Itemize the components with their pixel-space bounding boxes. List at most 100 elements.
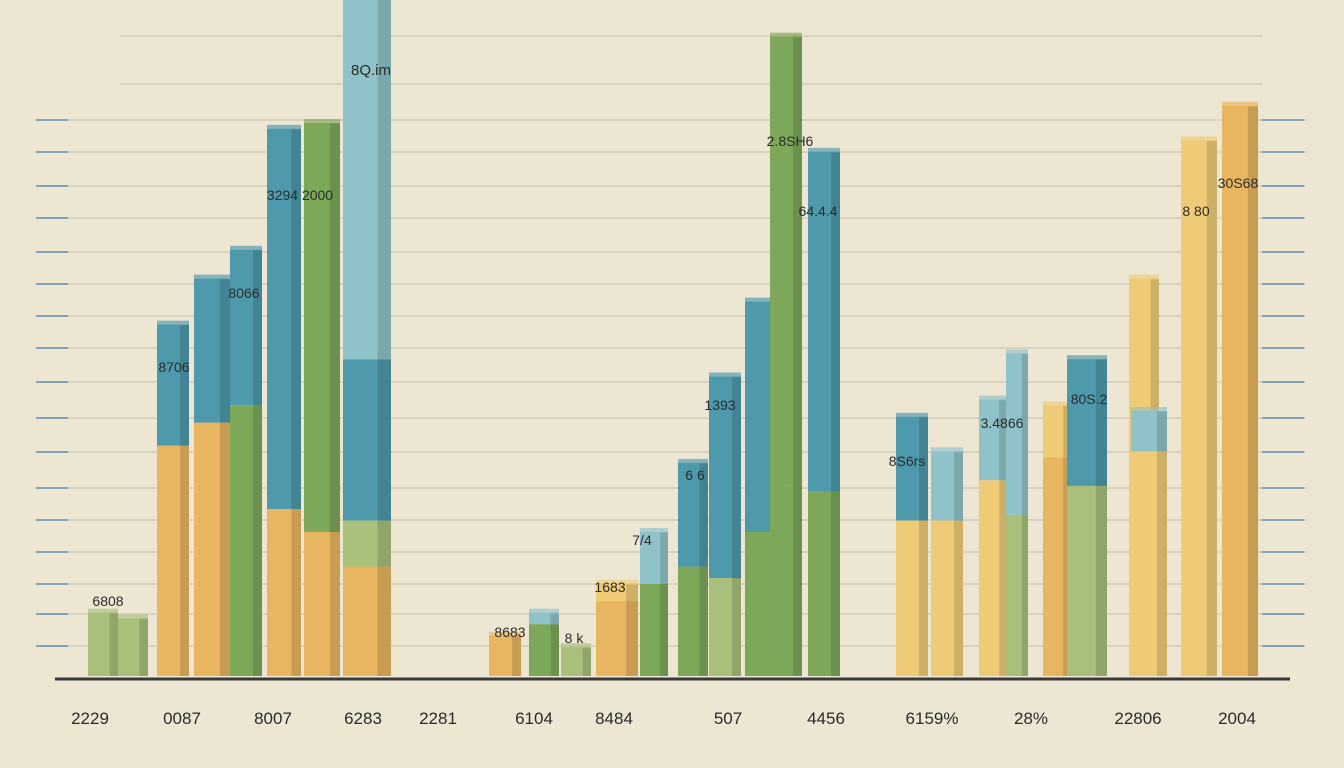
bar-segment-side [377, 566, 391, 676]
bar-cap [1181, 136, 1217, 142]
bar-cap [561, 643, 591, 649]
data-label: 8S6rs [889, 453, 926, 469]
bar-segment-side [377, 520, 391, 567]
bar-segment-side [999, 480, 1007, 676]
bar-segment-side [831, 491, 840, 676]
data-label: 64.4.4 [799, 203, 838, 219]
bar-segment-side [1021, 514, 1028, 676]
bar-segment-side [626, 583, 638, 602]
bar-segment-side [253, 405, 262, 676]
bar-segment-side [329, 123, 340, 412]
bar-segment-side [954, 451, 963, 521]
bar [678, 458, 708, 676]
bar-cap [88, 608, 118, 614]
bar-segment-side [954, 520, 963, 676]
right-tick-marks [1262, 119, 1304, 647]
x-tick-label: 6283 [344, 709, 382, 728]
data-label: 8683 [494, 624, 525, 640]
bar-cap [194, 274, 230, 280]
bar [979, 395, 1007, 676]
bar [931, 447, 963, 676]
data-label: 30S68 [1218, 175, 1259, 191]
data-label: 8066 [228, 285, 259, 301]
bar-cap [267, 124, 301, 130]
bar [529, 608, 559, 676]
bar-cap [1129, 274, 1159, 280]
bar [267, 124, 301, 676]
bar-segment-side [329, 532, 340, 676]
x-tick-label: 2004 [1218, 709, 1256, 728]
data-label: 1393 [704, 397, 735, 413]
bar-segment-side [626, 601, 638, 676]
bar-cap [157, 320, 189, 326]
x-tick-label: 2281 [419, 709, 457, 728]
data-label: 6808 [92, 593, 123, 609]
bar-segment-side [793, 485, 802, 676]
x-tick-label: 6159% [906, 709, 959, 728]
bar [1222, 101, 1258, 676]
x-tick-label: 8007 [254, 709, 292, 728]
data-label: 6 6 [685, 467, 705, 483]
bar-cap [678, 458, 708, 464]
bar [194, 274, 230, 676]
bar-segment-side [1021, 353, 1028, 515]
bar [1181, 136, 1217, 676]
annotation-labels: 6808 8706 8066 3294 2000 8683 1683 8 k 7/4 6 6 13… [92, 133, 1258, 646]
bar-segment-side [1247, 105, 1258, 676]
x-tick-label: 6104 [515, 709, 553, 728]
bar [230, 245, 262, 676]
chart-title: 8Q.im [351, 62, 391, 79]
bar [304, 119, 340, 676]
bar-segment-side [329, 411, 340, 532]
bar-segment-side [109, 612, 118, 676]
bar-cap [489, 631, 521, 637]
bar-cap [1222, 101, 1258, 107]
bar [1067, 355, 1107, 676]
bar-segment-side [512, 635, 521, 676]
bar-cap [770, 32, 802, 38]
bar-cap [979, 395, 1007, 401]
x-tick-label: 4456 [807, 709, 845, 728]
bar [640, 528, 668, 676]
data-label: 2.8SH6 [767, 133, 814, 149]
bar-segment-side [699, 566, 708, 676]
bar-segment-side [999, 399, 1007, 481]
data-label: 8 k [565, 630, 585, 646]
bar [88, 608, 118, 676]
bar [808, 147, 840, 676]
bar-cap [640, 528, 668, 533]
bar-segment [529, 612, 559, 625]
bar-segment-side [1206, 140, 1217, 676]
bar-segment-side [550, 624, 559, 676]
bar-segment-side [732, 578, 741, 676]
bar [1006, 349, 1028, 676]
bar-segment-side [180, 324, 189, 446]
bar [1043, 401, 1071, 676]
bar-cap [230, 245, 262, 251]
bar-segment-side [180, 445, 189, 676]
bar-cap [709, 372, 741, 378]
bar-cap [931, 447, 963, 453]
x-tick-label: 22806 [1114, 709, 1161, 728]
bar [709, 372, 741, 676]
data-label: 3294 2000 [267, 187, 333, 203]
bar-segment-side [919, 520, 928, 676]
bar-segment-side [582, 647, 591, 676]
bar-cap [304, 119, 340, 125]
data-label: 1683 [594, 579, 625, 595]
x-tick-label: 2229 [71, 709, 109, 728]
data-label: 8 80 [1182, 203, 1209, 219]
bar-segment-side [660, 583, 668, 676]
bar [118, 614, 148, 676]
bar [343, 0, 391, 676]
bar [489, 631, 521, 676]
bar-cap [808, 147, 840, 153]
bar-segment-side [1095, 485, 1107, 676]
bars-group [88, 0, 1258, 676]
bar-segment-side [253, 249, 262, 406]
bar-segment-side [291, 508, 301, 676]
data-label: 7/4 [632, 532, 652, 548]
x-tick-labels: 2229 0087 8007 6283 2281 6104 8484 507 4456 6159%… [71, 709, 1256, 728]
bar-cap [896, 412, 928, 418]
